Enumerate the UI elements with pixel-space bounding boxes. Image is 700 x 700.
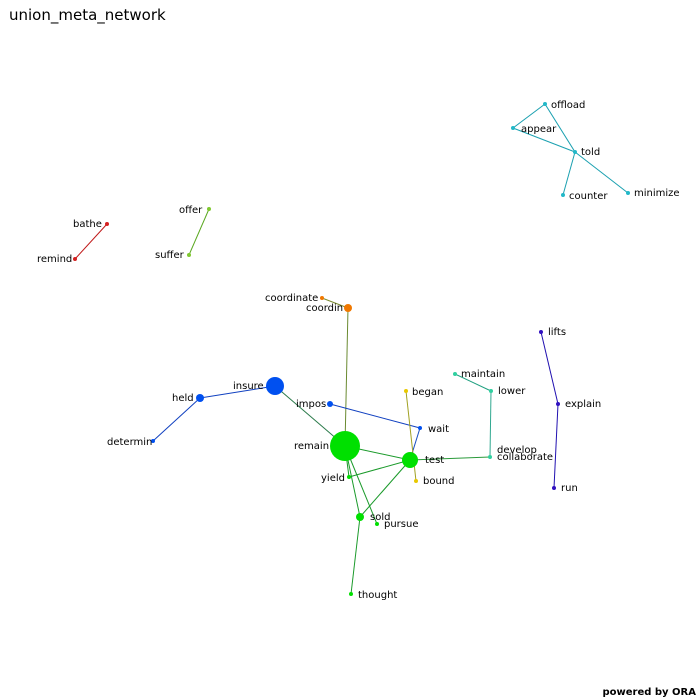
node-coordin[interactable] [344,304,352,312]
node-offer[interactable] [207,207,211,211]
node-bathe[interactable] [105,222,109,226]
node-label-determin: determin [107,437,152,448]
edge-coordinate-coordin [321,297,349,309]
node-explain[interactable] [556,402,560,406]
edge-told-counter [562,151,576,196]
edge-test-yield [348,459,411,478]
node-pursue[interactable] [375,522,379,526]
node-sold[interactable] [356,513,364,521]
edge-told-minimize [574,151,629,194]
node-wait[interactable] [418,426,422,430]
node-label-collaborate: collaborate [497,452,553,463]
edge-insure-remain [274,385,346,447]
node-thought[interactable] [349,592,353,596]
node-label-bathe: bathe [73,219,102,230]
node-label-lifts: lifts [548,327,566,338]
node-label-pursue: pursue [384,519,419,530]
node-held[interactable] [196,394,204,402]
credit-label: powered by ORA [602,687,696,698]
node-determin[interactable] [151,439,155,443]
node-label-remain: remain [294,441,329,452]
edge-test-sold [359,459,411,518]
edge-bathe-remind [74,223,108,260]
node-label-coordin: coordin [306,303,343,314]
node-label-began: began [412,387,443,398]
node-told[interactable] [573,150,577,154]
edge-maintain-lower [454,373,492,392]
page-title: union_meta_network [9,6,166,24]
node-suffer[interactable] [187,253,191,257]
node-maintain[interactable] [453,372,457,376]
node-label-told: told [581,147,600,158]
node-yield[interactable] [347,475,351,479]
node-label-remind: remind [37,254,72,265]
node-began[interactable] [404,389,408,393]
node-insure[interactable] [266,377,284,395]
node-label-test: test [425,455,444,466]
node-label-coordinate: coordinate [265,293,318,304]
node-label-maintain: maintain [461,369,505,380]
edge-coordin-remain [344,307,349,447]
node-remain[interactable] [330,431,360,461]
edge-offer-suffer [188,208,210,256]
node-offload[interactable] [543,102,547,106]
edge-appear-told [512,127,576,153]
node-appear[interactable] [511,126,515,130]
node-coordinate[interactable] [320,296,324,300]
node-label-wait: wait [428,424,449,435]
node-label-appear: appear [521,124,557,135]
node-impos[interactable] [327,401,333,407]
node-label-insure: insure [233,381,264,392]
label-layer: offload appear told counter minimize bathe rem… [37,100,680,601]
node-minimize[interactable] [626,191,630,195]
node-label-sold: sold [370,512,390,523]
node-remind[interactable] [73,257,77,261]
node-label-yield: yield [321,473,345,484]
edge-test-collaborate [409,456,491,461]
node-collaborate[interactable] [488,455,492,459]
edge-offload-appear [512,103,546,129]
edge-held-determin [152,397,201,442]
node-label-run: run [561,483,578,494]
node-layer [73,102,630,596]
edge-insure-held [199,385,276,399]
node-label-minimize: minimize [634,188,680,199]
node-label-thought: thought [358,590,397,601]
node-label-offload: offload [551,100,585,111]
node-label-impos: impos [296,399,326,410]
node-lifts[interactable] [539,330,543,334]
edge-layer [74,103,629,595]
node-label-explain: explain [565,399,601,410]
node-run[interactable] [552,486,556,490]
node-test[interactable] [402,452,418,468]
node-label-develop: develop [497,445,537,456]
edge-explain-run [553,403,559,489]
edge-sold-thought [350,516,361,595]
node-label-lower: lower [498,386,526,397]
edge-lifts-explain [540,331,559,405]
node-counter[interactable] [561,193,565,197]
node-label-counter: counter [569,191,608,202]
edge-impos-wait [329,403,421,429]
node-label-bound: bound [423,476,455,487]
node-lower[interactable] [489,389,493,393]
edge-lower-collaborate [489,390,492,458]
node-label-suffer: suffer [155,250,185,261]
edge-offload-told [544,103,576,153]
node-label-offer: offer [179,205,203,216]
node-label-held: held [172,393,194,404]
node-bound[interactable] [414,479,418,483]
